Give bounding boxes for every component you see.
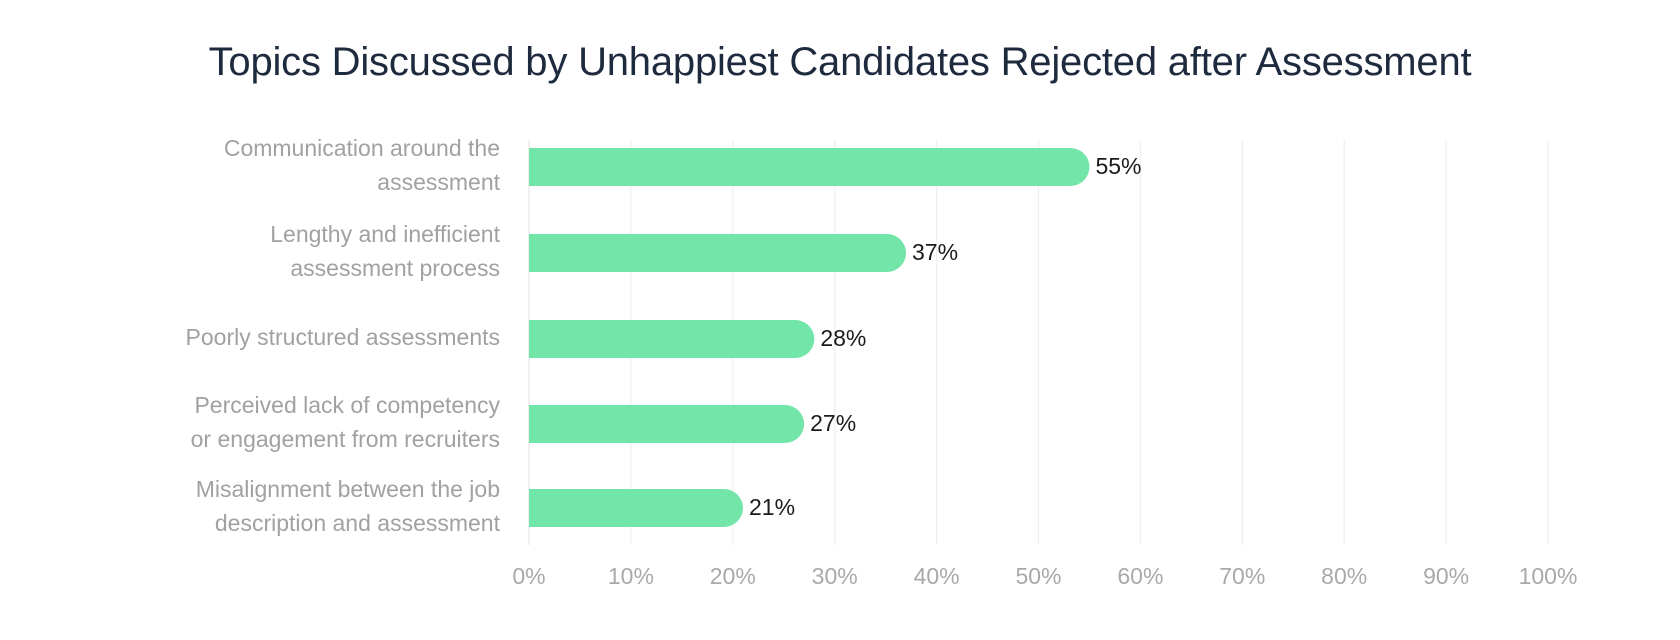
x-tick-label: 90% xyxy=(1423,563,1469,589)
data-label: 37% xyxy=(912,239,958,265)
bars xyxy=(529,148,1090,527)
x-tick-label: 10% xyxy=(608,563,654,589)
category-label: Lengthy and inefficient xyxy=(270,221,500,247)
bar xyxy=(529,405,805,443)
x-tick-label: 100% xyxy=(1519,563,1578,589)
x-axis-tick-labels: 0% 10% 20% 30% 40% 50% 60% 70% 80% 90% 100% xyxy=(512,563,1577,589)
bar xyxy=(529,489,743,527)
category-labels: Communication around the assessment Length… xyxy=(186,135,501,536)
category-label: or engagement from recruiters xyxy=(191,426,500,452)
x-tick-label: 50% xyxy=(1015,563,1061,589)
data-labels: 55% 37% 28% 27% 21% xyxy=(749,153,1142,520)
x-tick-label: 30% xyxy=(812,563,858,589)
bar xyxy=(529,148,1090,186)
x-tick-label: 60% xyxy=(1117,563,1163,589)
x-tick-label: 70% xyxy=(1219,563,1265,589)
x-tick-label: 20% xyxy=(710,563,756,589)
category-label: Poorly structured assessments xyxy=(186,324,500,350)
data-label: 21% xyxy=(749,494,795,520)
data-label: 27% xyxy=(810,410,856,436)
category-label: Misalignment between the job xyxy=(196,476,500,502)
category-label: description and assessment xyxy=(215,510,501,536)
category-label: Perceived lack of competency xyxy=(194,392,500,418)
category-label: assessment xyxy=(377,169,500,195)
category-label: Communication around the xyxy=(224,135,500,161)
bar xyxy=(529,234,907,272)
x-tick-label: 0% xyxy=(512,563,545,589)
bar xyxy=(529,320,815,358)
x-tick-label: 40% xyxy=(914,563,960,589)
data-label: 55% xyxy=(1095,153,1141,179)
category-label: assessment process xyxy=(290,255,500,281)
chart-title: Topics Discussed by Unhappiest Candidate… xyxy=(208,40,1472,84)
data-label: 28% xyxy=(820,325,866,351)
x-tick-label: 80% xyxy=(1321,563,1367,589)
